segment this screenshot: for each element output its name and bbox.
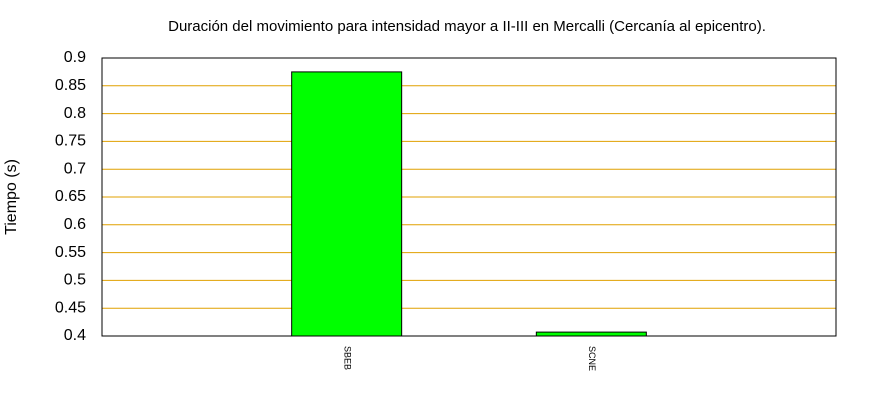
y-tick-label: 0.8 [64,105,86,122]
x-tick-label: SBEB [342,346,352,370]
y-tick-label: 0.45 [55,299,86,316]
y-tick-label: 0.4 [64,327,86,344]
y-tick-label: 0.65 [55,188,86,205]
y-tick-label: 0.75 [55,133,86,150]
bar [535,331,647,337]
y-tick-label: 0.55 [55,244,86,261]
y-tick-label: 0.85 [55,77,86,94]
y-tick-label: 0.9 [64,49,86,66]
bar [291,71,403,337]
y-tick-label: 0.6 [64,216,86,233]
y-tick-label: 0.7 [64,160,86,177]
plot-frame [101,57,837,337]
y-axis-label: Tiempo (s) [3,159,20,235]
y-tick-label: 0.5 [64,272,86,289]
chart-title: Duración del movimiento para intensidad … [168,18,766,35]
x-tick-label: SCNE [587,346,597,371]
